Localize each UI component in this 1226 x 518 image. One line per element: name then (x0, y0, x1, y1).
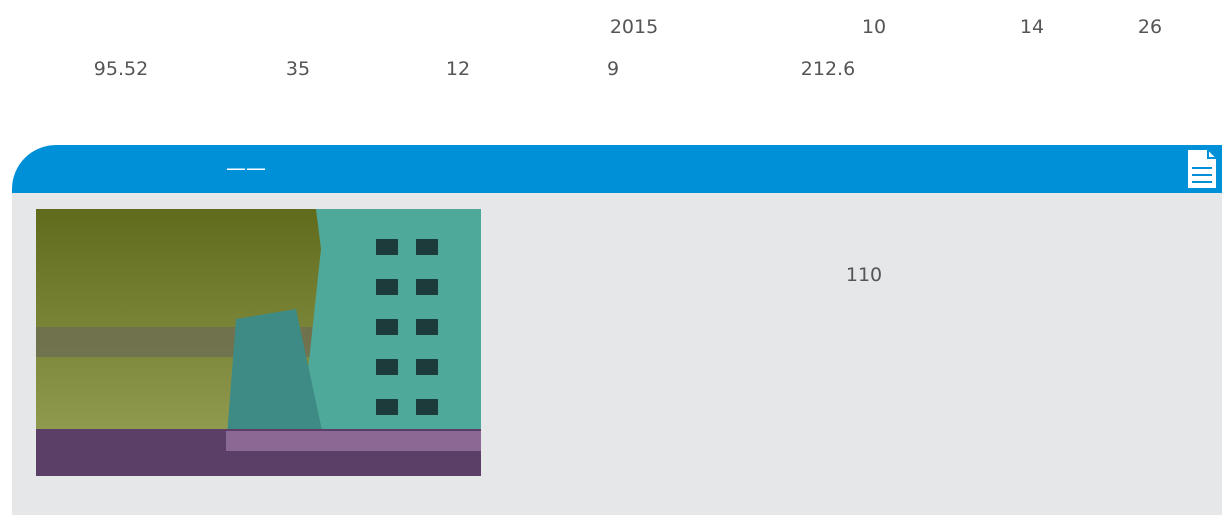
intro-number: 10 (862, 18, 886, 37)
intro-number: 95.52 (94, 60, 148, 79)
intro-number: 35 (286, 60, 310, 79)
document-icon (1184, 146, 1220, 192)
intro-number: 14 (1020, 18, 1044, 37)
photo (36, 209, 481, 476)
page: 2015 10 14 26 95.52 35 12 9 212.6 —— (0, 0, 1226, 518)
body-number: 110 (846, 266, 882, 285)
intro-number: 26 (1138, 18, 1162, 37)
intro-number: 2015 (610, 18, 658, 37)
intro-number: 9 (607, 60, 619, 79)
intro-number: 212.6 (801, 60, 855, 79)
section-header (12, 145, 1222, 193)
section-heading: —— (226, 158, 266, 178)
intro-number: 12 (446, 60, 470, 79)
